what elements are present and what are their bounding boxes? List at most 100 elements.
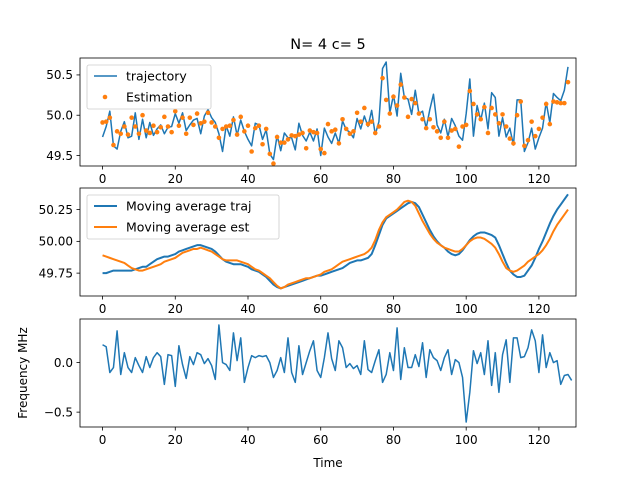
estimation-point [402,95,407,100]
estimation-point [209,120,214,125]
estimation-point [478,116,484,122]
estimation-point [427,116,433,122]
estimation-point [198,120,204,126]
estimation-point [496,120,502,126]
estimation-point [118,131,124,137]
estimation-point [543,101,549,107]
estimation-point [354,110,360,116]
estimation-point [147,130,153,136]
estimation-point [547,121,553,127]
estimation-point [314,130,320,136]
estimation-point [391,94,396,99]
estimation-point [398,82,404,87]
estimation-point [442,119,447,124]
estimation-point [271,161,276,166]
estimation-point [340,116,345,122]
estimation-point [129,115,134,120]
estimation-point [205,110,211,116]
estimation-point [278,140,284,145]
estimation-point [289,133,294,138]
axes-frame [79,318,577,428]
estimation-point [551,99,556,104]
x-tick-label: 0 [99,433,107,447]
series-line-moving-average-est [102,199,569,290]
x-tick-label: 20 [168,172,183,186]
x-tick-label: 100 [455,172,478,186]
estimation-point [358,119,364,124]
x-tick-label: 0 [99,172,107,186]
estimation-point [362,105,367,111]
x-tick-label: 80 [386,433,401,447]
estimation-point [329,129,334,134]
estimation-point [463,122,469,128]
x-tick-label: 40 [240,172,255,186]
estimation-point [434,129,440,134]
y-axis-label: Frequency MHz [16,327,30,418]
estimation-point [154,129,160,135]
estimation-point [140,112,145,118]
estimation-point [223,124,229,129]
estimation-point [405,114,411,120]
series-line-frequency [102,324,573,423]
x-tick-label: 0 [99,302,107,316]
legend-label: Moving average traj [126,199,251,214]
x-tick-label: 40 [240,302,255,316]
estimation-point [536,126,542,132]
estimation-point [143,128,149,133]
estimation-point [212,124,218,129]
estimation-point [114,129,120,134]
estimation-point [416,111,422,116]
estimation-point [438,135,444,141]
estimation-point [285,137,291,142]
estimation-point [311,129,316,135]
estimation-point [532,133,538,139]
estimation-point [372,130,378,136]
estimation-point [565,79,571,85]
estimation-point [460,124,465,129]
estimation-point [471,101,476,107]
legend-box [86,64,212,110]
estimation-point [554,100,560,105]
estimation-point [347,131,353,137]
estimation-point [467,88,473,94]
estimation-point [292,133,298,139]
estimation-point [307,128,313,133]
estimation-point [303,145,309,151]
estimation-point [474,112,480,117]
estimation-point [191,122,196,128]
estimation-point [507,136,513,141]
estimation-point [394,103,400,108]
estimation-point [234,132,240,137]
x-tick-label: 20 [168,302,183,316]
x-tick-label: 100 [455,433,478,447]
x-tick-label: 40 [240,433,255,447]
estimation-point [194,111,200,116]
estimation-point [529,119,534,124]
estimation-point [558,100,564,106]
estimation-point [282,140,287,145]
x-tick-label: 60 [313,302,328,316]
legend-box [86,194,280,240]
estimation-point [540,115,545,120]
x-tick-label: 100 [455,302,478,316]
legend-label: Estimation [126,90,193,105]
estimation-point [183,131,189,137]
estimation-point [420,116,425,122]
estimation-point [482,104,487,110]
estimation-point [165,124,171,129]
estimation-point [332,127,338,133]
estimation-point [245,123,251,128]
chart-title: N= 4 c= 5 [290,37,365,53]
legend-label: trajectory [126,69,187,84]
estimation-point [452,126,458,132]
estimation-point [325,121,331,127]
estimation-point [380,75,385,81]
estimation-point [172,108,178,114]
estimation-point [187,115,193,120]
estimation-point [242,129,247,134]
estimation-point [231,117,236,123]
estimation-point [409,96,414,102]
y-tick-label: 50.5 [46,68,73,82]
y-tick-label: 0.0 [54,356,73,370]
